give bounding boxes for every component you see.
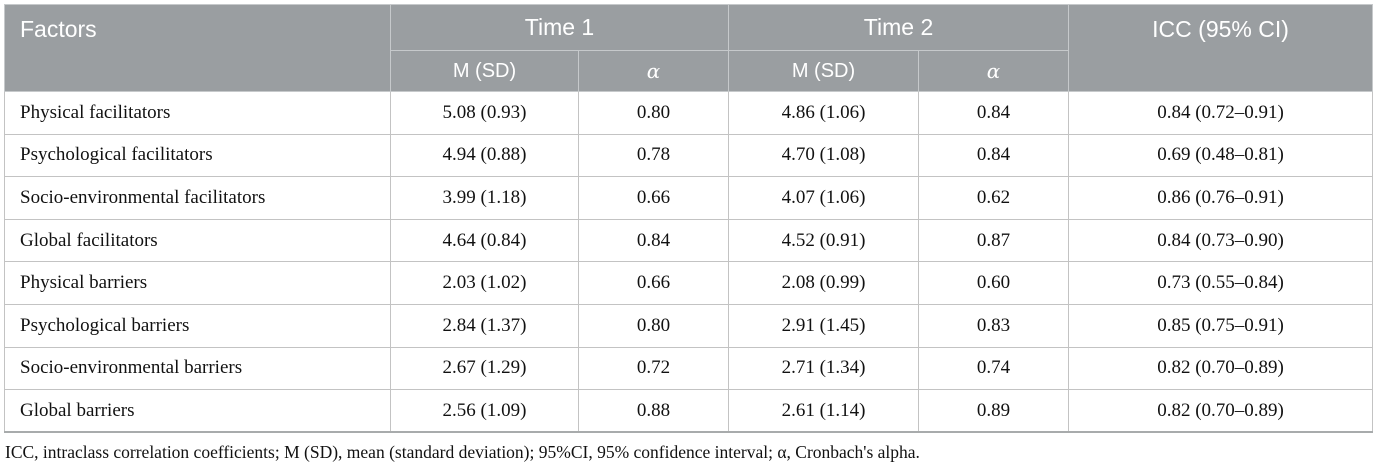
table-header: Factors Time 1 Time 2 ICC (95% CI) M (SD… [4, 4, 1374, 92]
factor-name-cell: Socio-environmental facilitators [4, 176, 391, 220]
icc-ci-cell: 0.86 (0.76–0.91) [1068, 176, 1374, 220]
time1-m-sd-cell: 2.67 (1.29) [390, 346, 579, 391]
time2-alpha-cell: 0.60 [918, 261, 1070, 305]
column-group-header-time2: Time 2 [728, 4, 1070, 51]
time2-alpha-cell: 0.87 [918, 218, 1070, 263]
column-header-icc-95ci: ICC (95% CI) [1068, 4, 1374, 92]
time1-alpha-cell: 0.80 [577, 303, 730, 348]
table-row: Physical facilitators 5.08 (0.93) 0.80 4… [4, 91, 1374, 135]
time2-alpha-cell: 0.83 [918, 303, 1070, 348]
icc-ci-cell: 0.85 (0.75–0.91) [1068, 303, 1374, 348]
time2-m-sd-cell: 4.70 (1.08) [728, 133, 920, 178]
reliability-icc-table: Factors Time 1 Time 2 ICC (95% CI) M (SD… [4, 4, 1374, 434]
factor-name-cell: Psychological facilitators [4, 133, 391, 178]
icc-ci-cell: 0.84 (0.72–0.91) [1068, 91, 1374, 135]
time1-alpha-cell: 0.66 [577, 261, 730, 305]
icc-ci-cell: 0.84 (0.73–0.90) [1068, 218, 1374, 263]
factor-name-cell: Physical barriers [4, 261, 391, 305]
table-row: Global facilitators 4.64 (0.84) 0.84 4.5… [4, 218, 1374, 263]
time2-m-sd-cell: 2.61 (1.14) [728, 389, 920, 434]
time1-alpha-cell: 0.84 [577, 218, 730, 263]
time2-m-sd-cell: 4.52 (0.91) [728, 218, 920, 263]
factor-name-cell: Physical facilitators [4, 91, 391, 135]
factor-name-cell: Psychological barriers [4, 303, 391, 348]
time2-alpha-cell: 0.84 [918, 91, 1070, 135]
time2-m-sd-cell: 4.86 (1.06) [728, 91, 920, 135]
time1-alpha-cell: 0.66 [577, 176, 730, 220]
column-header-time2-m-sd: M (SD) [728, 50, 920, 92]
table-row: Socio-environmental barriers 2.67 (1.29)… [4, 346, 1374, 391]
factor-name-cell: Socio-environmental barriers [4, 346, 391, 391]
time2-m-sd-cell: 2.71 (1.34) [728, 346, 920, 391]
table-row: Psychological facilitators 4.94 (0.88) 0… [4, 133, 1374, 178]
time2-alpha-cell: 0.84 [918, 133, 1070, 178]
table-row: Physical barriers 2.03 (1.02) 0.66 2.08 … [4, 261, 1374, 305]
time2-m-sd-cell: 2.08 (0.99) [728, 261, 920, 305]
time1-alpha-cell: 0.88 [577, 389, 730, 434]
time2-alpha-cell: 0.89 [918, 389, 1070, 434]
table-body: Physical facilitators 5.08 (0.93) 0.80 4… [4, 91, 1374, 434]
time2-m-sd-cell: 2.91 (1.45) [728, 303, 920, 348]
column-group-header-time1: Time 1 [389, 4, 730, 51]
time2-alpha-cell: 0.62 [918, 176, 1070, 220]
icc-ci-cell: 0.82 (0.70–0.89) [1068, 389, 1374, 434]
time1-alpha-cell: 0.78 [577, 133, 730, 178]
time1-m-sd-cell: 3.99 (1.18) [390, 176, 579, 220]
icc-ci-cell: 0.69 (0.48–0.81) [1068, 133, 1374, 178]
table-footnote: ICC, intraclass correlation coefficients… [5, 442, 920, 463]
factor-name-cell: Global facilitators [4, 218, 391, 263]
table-row: Socio-environmental facilitators 3.99 (1… [4, 176, 1374, 220]
table-row: Global barriers 2.56 (1.09) 0.88 2.61 (1… [4, 389, 1374, 434]
time2-alpha-cell: 0.74 [918, 346, 1070, 391]
time1-m-sd-cell: 4.64 (0.84) [390, 218, 579, 263]
time1-alpha-cell: 0.80 [577, 91, 730, 135]
column-header-time1-alpha: α [577, 50, 730, 92]
icc-ci-cell: 0.82 (0.70–0.89) [1068, 346, 1374, 391]
time1-m-sd-cell: 4.94 (0.88) [390, 133, 579, 178]
icc-ci-cell: 0.73 (0.55–0.84) [1068, 261, 1374, 305]
table-row: Psychological barriers 2.84 (1.37) 0.80 … [4, 303, 1374, 348]
column-header-time2-alpha: α [918, 50, 1070, 92]
time2-m-sd-cell: 4.07 (1.06) [728, 176, 920, 220]
time1-m-sd-cell: 2.03 (1.02) [390, 261, 579, 305]
time1-alpha-cell: 0.72 [577, 346, 730, 391]
column-header-factors: Factors [4, 4, 391, 92]
column-header-time1-m-sd: M (SD) [390, 50, 579, 92]
time1-m-sd-cell: 2.84 (1.37) [390, 303, 579, 348]
time1-m-sd-cell: 5.08 (0.93) [390, 91, 579, 135]
time1-m-sd-cell: 2.56 (1.09) [390, 389, 579, 434]
factor-name-cell: Global barriers [4, 389, 391, 434]
